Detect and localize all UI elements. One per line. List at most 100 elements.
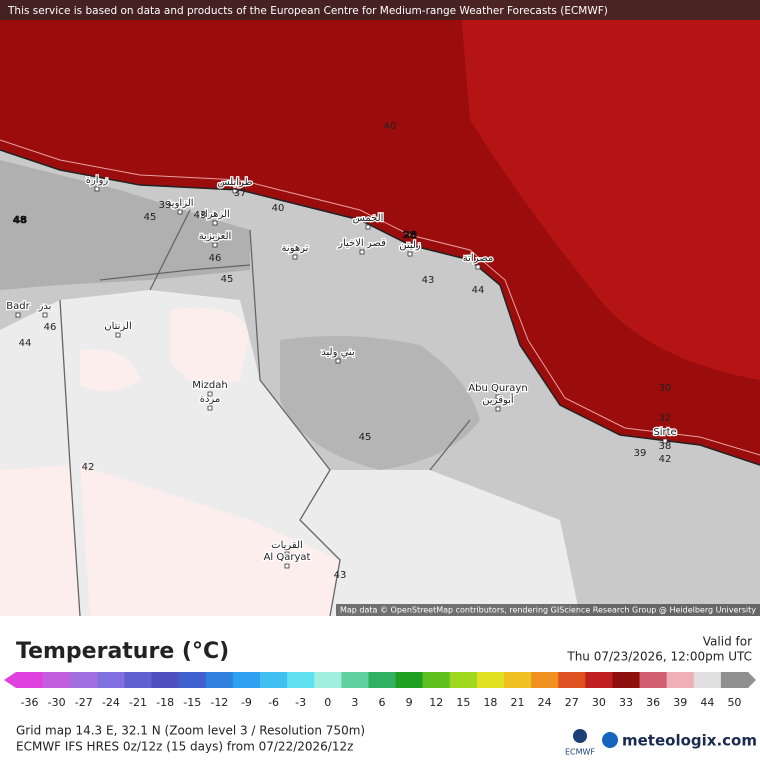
scale-label: 21: [511, 696, 525, 709]
place-marker: [207, 405, 213, 411]
place-marker: [475, 264, 481, 270]
place-label: الزهراء: [200, 209, 230, 220]
scale-label: 33: [619, 696, 633, 709]
color-swatch: [178, 672, 207, 688]
scale-label: 30: [592, 696, 606, 709]
color-swatch: [16, 672, 44, 688]
scale-label: 9: [406, 696, 413, 709]
contour-label: 37: [234, 188, 247, 199]
color-swatch: [341, 672, 369, 688]
color-swatch: [260, 672, 288, 688]
bar-arrow-left: [4, 672, 16, 688]
color-swatch: [232, 672, 261, 688]
place-marker: [115, 332, 121, 338]
place-marker: [662, 438, 668, 444]
color-swatch: [151, 672, 180, 688]
color-swatch: [124, 672, 153, 688]
contour-label: 43: [194, 210, 207, 221]
valid-label: Valid for: [703, 635, 752, 649]
color-swatch: [612, 672, 641, 688]
contour-label: 43: [422, 275, 435, 286]
color-swatch: [43, 672, 71, 688]
color-swatch: [558, 672, 586, 688]
place-marker: [212, 242, 218, 248]
place-label: أبوقرين: [482, 393, 514, 406]
color-swatch: [693, 672, 722, 688]
place-label: زوارة: [86, 175, 109, 186]
model-info: ECMWF IFS HRES 0z/12z (15 days) from 07/…: [16, 740, 353, 754]
place-marker: [212, 220, 218, 226]
color-swatch: [531, 672, 559, 688]
contour-label: 32: [659, 413, 672, 424]
place-label: Sirte: [653, 427, 676, 438]
color-swatch: [666, 672, 695, 688]
scale-label: -30: [48, 696, 66, 709]
place-marker: [284, 563, 290, 569]
place-marker: [292, 254, 298, 260]
color-swatch: [422, 672, 451, 688]
scale-label: 18: [483, 696, 497, 709]
contour-label: 48: [13, 215, 27, 226]
contour-label: 46: [209, 253, 222, 264]
place-label: القريات: [271, 540, 303, 551]
place-label: قصر الاخيار: [337, 238, 386, 249]
contour-label: 45: [144, 212, 157, 223]
contour-label: 30: [659, 383, 672, 394]
place-label: زليتن: [399, 240, 421, 251]
legend: Temperature (°C) Valid for Thu 07/23/202…: [4, 635, 756, 709]
color-swatch: [70, 672, 98, 688]
place-label: الزنتان: [104, 321, 132, 332]
contour-label: 45: [359, 432, 372, 443]
scale-label: 12: [429, 696, 443, 709]
scale-label: -9: [241, 696, 252, 709]
scale-label: 39: [673, 696, 687, 709]
scale-label: -6: [268, 696, 279, 709]
color-swatch: [395, 672, 424, 688]
contour-label: 39: [634, 448, 647, 459]
place-marker: [335, 358, 341, 364]
contour-label: 43: [334, 570, 347, 581]
grid-info: Grid map 14.3 E, 32.1 N (Zoom level 3 / …: [16, 724, 365, 738]
place-label: Al Qaryat: [264, 552, 311, 563]
place-label: العزيزية: [199, 231, 232, 242]
banner: This service is based on data and produc…: [7, 5, 608, 17]
scale-label: 24: [538, 696, 552, 709]
scale-label: -36: [21, 696, 39, 709]
scale-label: 6: [379, 696, 386, 709]
place-label: طرابلس: [217, 177, 252, 188]
contour-label: 28: [403, 230, 417, 241]
contour-label: 46: [44, 322, 57, 333]
scale-label: -24: [102, 696, 120, 709]
contour-label: 42: [659, 454, 672, 465]
color-swatch: [368, 672, 397, 688]
valid-time: Thu 07/23/2026, 12:00pm UTC: [566, 650, 752, 664]
scale-label: -18: [156, 696, 174, 709]
place-marker: [94, 186, 100, 192]
contour-label: 38: [659, 441, 672, 452]
scale-label: -27: [75, 696, 93, 709]
contour-label: 39: [159, 200, 172, 211]
scale-label: 3: [351, 696, 358, 709]
contour-label: 45: [221, 274, 234, 285]
color-swatch: [585, 672, 613, 688]
place-marker: [207, 391, 213, 397]
brand: meteologix.com: [622, 732, 757, 750]
place-marker: [284, 551, 290, 557]
contour-label: 42: [82, 462, 95, 473]
contour-label: 40: [272, 203, 285, 214]
contour-label: 44: [19, 338, 32, 349]
bar-arrow-right: [748, 672, 756, 688]
place-label: Mizdah: [192, 380, 227, 391]
scale-label: 50: [727, 696, 741, 709]
scale-label: 27: [565, 696, 579, 709]
place-label: Badr: [6, 301, 30, 312]
place-marker: [407, 251, 413, 257]
color-swatch: [639, 672, 668, 688]
place-marker: [15, 312, 21, 318]
color-swatch: [476, 672, 505, 688]
color-swatch: [205, 672, 234, 688]
scale-label: -3: [295, 696, 306, 709]
scale-label: 0: [324, 696, 331, 709]
place-marker: [359, 249, 365, 255]
place-marker: [177, 209, 183, 215]
